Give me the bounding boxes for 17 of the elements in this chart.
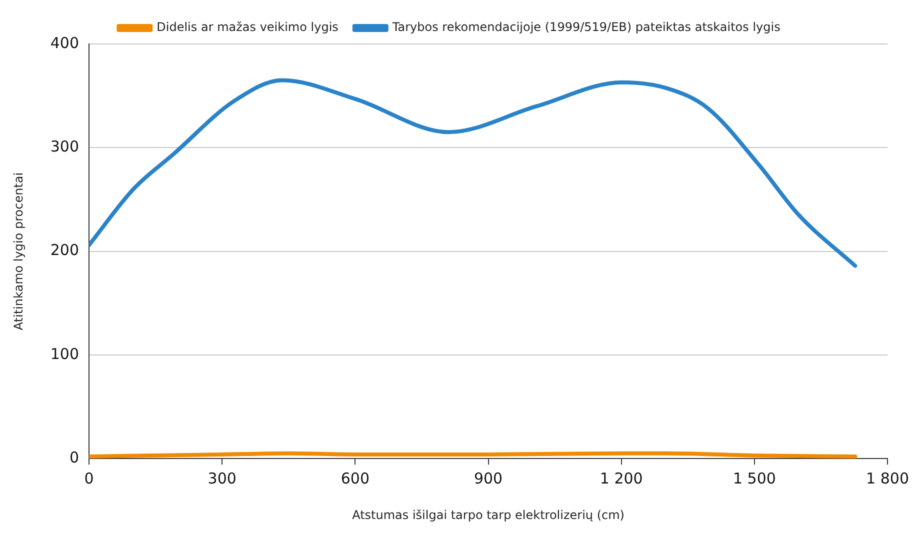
x-tick-label: 1 800 xyxy=(866,469,910,488)
legend-label: Tarybos rekomendacijoje (1999/519/EB) pateiktas atskaitos lygis xyxy=(391,20,780,34)
y-tick-label: 0 xyxy=(69,448,80,466)
x-tick-label: 0 xyxy=(84,469,94,488)
y-tick-label: 300 xyxy=(50,138,80,156)
x-tick-label: 300 xyxy=(208,469,236,488)
line-series xyxy=(89,78,858,268)
x-tick-label: 600 xyxy=(340,469,370,488)
x-tick-label: 900 xyxy=(474,469,503,488)
y-tick-label: 100 xyxy=(50,344,80,363)
legend-label: Didelis ar mažas veikimo lygis xyxy=(156,20,338,34)
y-axis-title: Atitinkamo lygio procentai xyxy=(11,172,26,330)
x-tick-label: 1 500 xyxy=(732,469,776,488)
y-tick-label: 200 xyxy=(50,241,80,260)
x-tick-label: 1 200 xyxy=(600,469,643,488)
y-tick-label: 400 xyxy=(50,34,80,52)
x-axis-title: Atstumas išilgai tarpo tarp elektrolizerių (cm) xyxy=(352,508,624,522)
